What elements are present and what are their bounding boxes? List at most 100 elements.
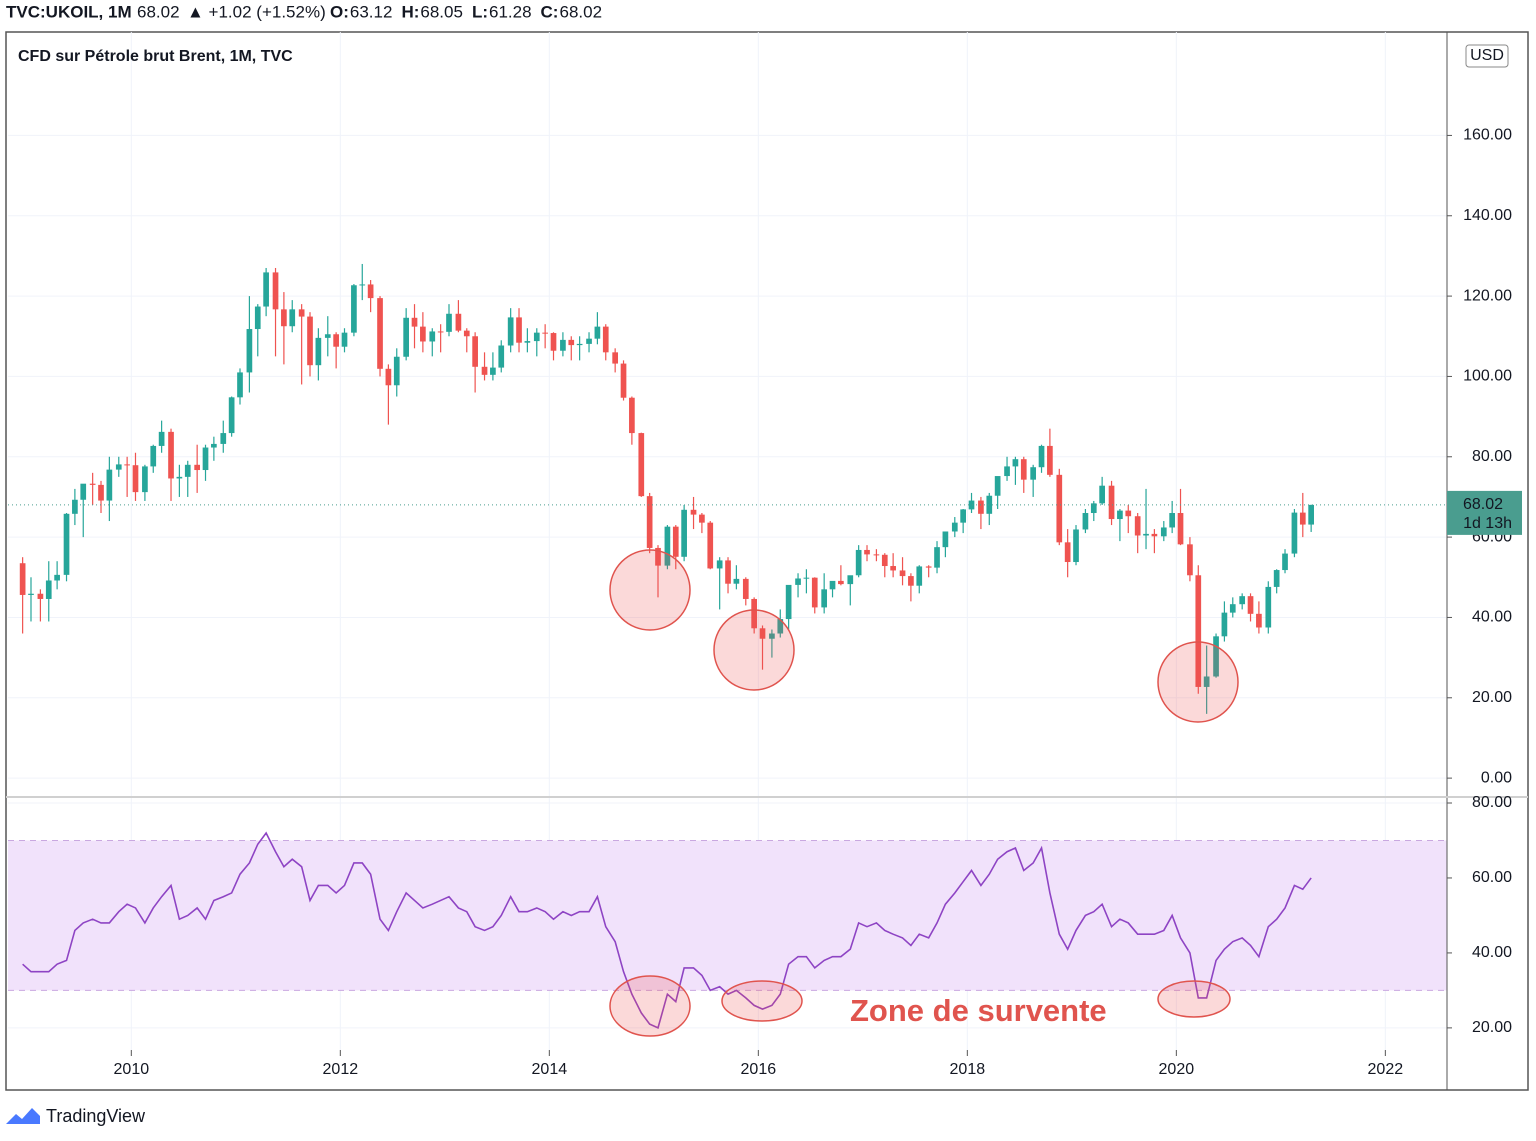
y-tick-label: 100.00 [1463, 368, 1512, 385]
y-tick-label: 160.00 [1463, 127, 1512, 144]
candle-body [385, 368, 392, 386]
candle-body [324, 334, 331, 338]
candle-body [1282, 553, 1288, 571]
y-tick-label: 20.00 [1472, 1019, 1512, 1036]
candle-body [272, 272, 279, 310]
candle-body [63, 513, 70, 575]
y-tick-label: 40.00 [1472, 609, 1512, 626]
candle-body [777, 619, 784, 634]
candle-body [1273, 570, 1280, 587]
candle-body [629, 397, 635, 434]
chart-title: CFD sur Pétrole brut Brent, 1M, TVC [18, 48, 293, 65]
candle-body [908, 576, 914, 586]
candle-body [19, 563, 26, 595]
candle-body [576, 343, 583, 346]
candle-body [873, 554, 880, 556]
candle-body [1012, 459, 1019, 467]
candle-body [142, 466, 148, 493]
candle-body [498, 345, 505, 368]
candle-body [829, 580, 836, 590]
candle-body [533, 332, 540, 342]
candle-body [481, 366, 488, 375]
candle-body [437, 331, 444, 333]
ohlc-key: C: [541, 2, 559, 21]
highlights [609, 549, 1239, 1037]
x-tick-label: 2018 [950, 1061, 986, 1078]
candle-body [1221, 612, 1228, 637]
candle-body [1247, 596, 1254, 614]
highlight-ellipse [1157, 980, 1231, 1018]
candle-body [1047, 445, 1053, 475]
candle-body [1151, 533, 1158, 537]
candle-body [367, 284, 374, 299]
candle-body [968, 500, 975, 510]
candle-body [994, 476, 1001, 496]
candle-body [263, 272, 269, 307]
x-tick-label: 2010 [114, 1061, 150, 1078]
candle-body [377, 298, 383, 369]
ohlc-key: H: [401, 2, 419, 21]
candle-body [1064, 542, 1071, 563]
last-price: 68.02 [137, 2, 180, 21]
rsi-band [8, 840, 1447, 991]
candle-body [237, 372, 243, 398]
highlight-ellipse [609, 975, 691, 1037]
y-tick-label: 140.00 [1463, 207, 1512, 224]
candle-body [960, 509, 966, 523]
ohlc-value: 63.12 [350, 2, 393, 21]
candle-body [176, 476, 183, 479]
candle-body [716, 560, 723, 569]
candle-body [568, 339, 575, 346]
candle-body [759, 628, 766, 639]
candle-body [942, 531, 949, 548]
candle-body [1187, 544, 1193, 576]
candle-body [281, 309, 287, 327]
candle-body [769, 633, 775, 639]
footer: TradingView [46, 1106, 146, 1126]
candle-body [351, 285, 357, 333]
currency-box [1465, 44, 1509, 68]
candle-body [220, 433, 227, 444]
candle-body [1030, 467, 1037, 480]
ohlc-key: L: [472, 2, 488, 21]
candle-body [1291, 512, 1298, 554]
candle-body [420, 326, 426, 342]
x-tick-label: 2014 [532, 1061, 568, 1078]
candle-body [934, 547, 940, 568]
candle-body [690, 509, 697, 515]
candle-body [638, 433, 645, 497]
candle-body [560, 339, 566, 351]
candle-body [1134, 516, 1141, 536]
candles [8, 263, 1447, 714]
candle-body [1160, 527, 1167, 537]
candle-body [463, 330, 470, 337]
candle-body [150, 445, 157, 467]
y-tick-label: 0.00 [1481, 769, 1512, 786]
logo [6, 1108, 40, 1124]
candle-body [664, 526, 671, 566]
y-tick-label: 80.00 [1472, 448, 1512, 465]
candle-body [228, 397, 235, 434]
x-tick-label: 2020 [1159, 1061, 1195, 1078]
candle-body [785, 584, 792, 620]
candle-body [1265, 586, 1272, 628]
rsi-line [22, 831, 1312, 1030]
candle-body [847, 575, 854, 585]
candle-body [672, 526, 679, 557]
last-price-box [1447, 490, 1522, 535]
candle-body [472, 336, 478, 367]
candle-body [516, 317, 522, 343]
chart-frame [5, 31, 1529, 1091]
candle-body [507, 317, 514, 346]
candle-body [1004, 466, 1010, 477]
candle-body [594, 326, 601, 339]
candle-body [106, 469, 113, 501]
candle-body [28, 593, 34, 595]
candle-body [1020, 459, 1027, 480]
candle-body [1213, 636, 1219, 677]
candle-body [951, 522, 958, 532]
x-tick-label: 2016 [741, 1061, 777, 1078]
candle-body [681, 509, 687, 557]
candle-body [1082, 513, 1089, 530]
